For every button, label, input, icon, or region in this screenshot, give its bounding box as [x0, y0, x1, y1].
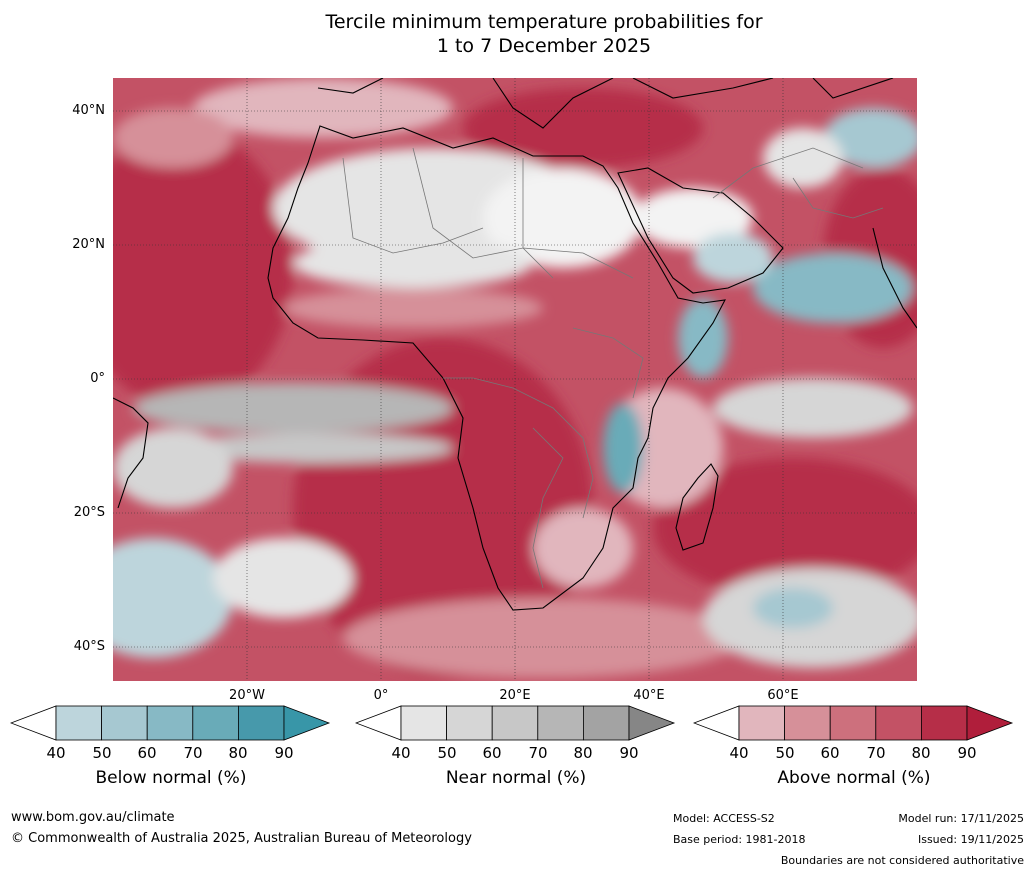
near-segment [446, 705, 493, 741]
probability-map [113, 78, 917, 681]
india-coast [872, 227, 917, 329]
footer-model-run: Model run: 17/11/2025 [898, 812, 1024, 825]
tick-label: 50 [775, 744, 795, 762]
above-segment [875, 705, 922, 741]
tick-label: 90 [274, 744, 294, 762]
tick-label: 50 [437, 744, 457, 762]
below-segment [101, 705, 148, 741]
madagascar [675, 463, 719, 551]
title-line-1: Tercile minimum temperature probabilitie… [325, 11, 763, 33]
lon-label-20w: 20°W [229, 688, 265, 703]
lat-label-0: 0° [90, 371, 105, 386]
above-segment [784, 705, 831, 741]
colorbar-near-label: Near normal (%) [445, 768, 587, 788]
map-svg [113, 78, 917, 681]
footer-website[interactable]: www.bom.gov.au/climate [11, 810, 175, 825]
colorbar-above-svg [692, 705, 1014, 741]
tick-label: 60 [482, 744, 502, 762]
graticule [113, 78, 917, 681]
tick-label: 80 [228, 744, 248, 762]
footer-base-period: Base period: 1981-2018 [673, 833, 806, 846]
title-line-2: 1 to 7 December 2025 [436, 35, 652, 57]
tick-label: 70 [183, 744, 203, 762]
lon-label-20e: 20°E [499, 688, 531, 703]
footer-copyright: © Commonwealth of Australia 2025, Austra… [11, 831, 472, 846]
tick-label: 40 [46, 744, 66, 762]
footer-model: Model: ACCESS-S2 [673, 812, 775, 825]
chart-title: Tercile minimum temperature probabilitie… [0, 10, 1035, 58]
lon-label-40e: 40°E [633, 688, 665, 703]
near-segment [537, 705, 584, 741]
above-segment [920, 705, 968, 741]
colorbar-below: 40 50 60 70 80 90 [9, 704, 332, 762]
near-segment [400, 705, 447, 741]
lon-label-0: 0° [373, 688, 389, 703]
lat-label-20n: 20°N [72, 237, 105, 252]
lon-label-60e: 60°E [767, 688, 799, 703]
colorbar-above: 40 50 60 70 80 90 [692, 704, 1015, 762]
above-segment [829, 705, 877, 741]
footer-issued: Issued: 19/11/2025 [917, 833, 1024, 846]
tick-label: 80 [911, 744, 931, 762]
colorbar-below-svg [9, 705, 331, 741]
arabian-peninsula [617, 167, 784, 294]
country-borders [342, 147, 884, 589]
lat-label-40s: 40°S [73, 639, 105, 654]
lat-label-20s: 20°S [73, 505, 105, 520]
near-segment [491, 705, 539, 741]
below-segment [55, 705, 102, 741]
south-america-coast [113, 397, 149, 509]
lat-label-40n: 40°N [72, 103, 105, 118]
tick-label: 40 [729, 744, 749, 762]
tick-label: 50 [92, 744, 112, 762]
europe-coast [317, 78, 894, 129]
colorbar-above-label: Above normal (%) [777, 768, 931, 788]
colorbar-near-svg [354, 705, 676, 741]
above-extend-low [692, 705, 740, 741]
tick-label: 80 [573, 744, 593, 762]
tick-label: 90 [957, 744, 977, 762]
above-segment [738, 705, 785, 741]
near-extend-low [354, 705, 402, 741]
colorbar-below-label: Below normal (%) [95, 768, 247, 788]
tick-label: 90 [619, 744, 639, 762]
below-segment [192, 705, 239, 741]
near-segment [582, 705, 630, 741]
below-extend-low [9, 705, 57, 741]
tick-label: 60 [137, 744, 157, 762]
tick-label: 70 [866, 744, 886, 762]
near-extend-high [628, 705, 676, 741]
tick-label: 60 [820, 744, 840, 762]
below-segment [146, 705, 194, 741]
africa-coastline [267, 125, 726, 611]
above-extend-high [966, 705, 1014, 741]
colorbar-near: 40 50 60 70 80 90 [354, 704, 677, 762]
tick-label: 40 [391, 744, 411, 762]
below-extend-high [283, 705, 331, 741]
tick-label: 70 [528, 744, 548, 762]
footer-boundaries: Boundaries are not considered authoritat… [780, 854, 1024, 867]
below-segment [237, 705, 285, 741]
